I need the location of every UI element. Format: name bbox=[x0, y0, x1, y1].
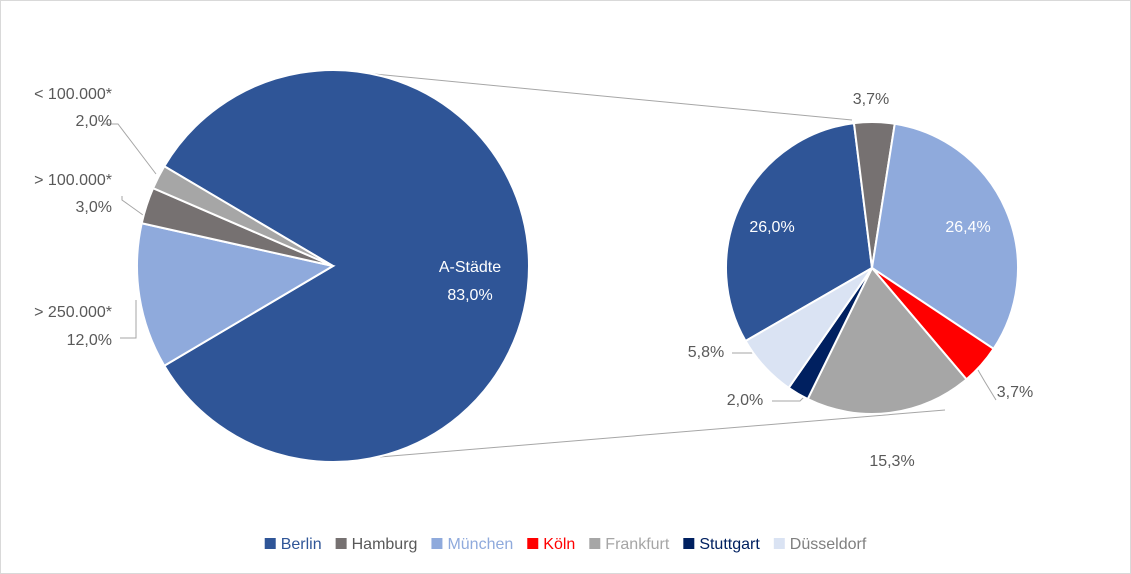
slice-value-label: 2,0% bbox=[727, 392, 763, 409]
legend-swatch bbox=[335, 538, 347, 549]
connector-line bbox=[332, 69, 853, 121]
legend-label: Düsseldorf bbox=[790, 536, 867, 553]
slice-value-label: 3,7% bbox=[853, 91, 889, 108]
legend-swatch bbox=[527, 538, 539, 549]
pie-slice bbox=[136, 222, 336, 368]
legend-label: Frankfurt bbox=[605, 536, 670, 553]
connector-line bbox=[379, 409, 946, 458]
leader-line bbox=[120, 300, 137, 339]
legend-label: Hamburg bbox=[352, 536, 418, 553]
legend-swatch bbox=[773, 538, 785, 549]
slice-value-label: 83,0% bbox=[447, 287, 492, 304]
legend-label: Berlin bbox=[281, 536, 322, 553]
slice-value-label: 3,0% bbox=[76, 199, 112, 216]
leader-line bbox=[977, 369, 997, 401]
slice-value-label: 26,0% bbox=[749, 219, 794, 236]
pie-slice bbox=[162, 69, 531, 463]
slice-value-label: 12,0% bbox=[67, 332, 112, 349]
pie-slice bbox=[806, 266, 968, 415]
slice-value-label: 3,7% bbox=[997, 384, 1033, 401]
legend-swatch bbox=[589, 538, 601, 549]
legend-label: München bbox=[447, 536, 513, 553]
slice-label: A-Städte bbox=[439, 259, 501, 276]
leader-line bbox=[121, 196, 144, 216]
slice-value-label: 2,0% bbox=[76, 113, 112, 130]
plot: A-Städte 83,0% > 250.000* 12,0% > 100.000* 3,… bbox=[34, 69, 1033, 553]
slice-value-label: 5,8% bbox=[688, 344, 724, 361]
slice-value-label: 26,4% bbox=[945, 219, 990, 236]
pie-slice bbox=[744, 267, 873, 390]
legend-label: Stuttgart bbox=[699, 536, 760, 553]
legend-swatch bbox=[683, 538, 695, 549]
slice-label: < 100.000* bbox=[34, 86, 112, 103]
slice-value-label: 15,3% bbox=[869, 453, 914, 470]
pie-slice bbox=[151, 164, 334, 267]
pie-slice bbox=[870, 122, 1019, 351]
legend-swatch bbox=[264, 538, 276, 549]
legend-swatch bbox=[431, 538, 443, 549]
slice-label: > 250.000* bbox=[34, 304, 112, 321]
pie-slice bbox=[725, 122, 874, 343]
legend-label: Köln bbox=[543, 536, 575, 553]
slice-label: > 100.000* bbox=[34, 172, 112, 189]
leader-line bbox=[102, 123, 157, 175]
